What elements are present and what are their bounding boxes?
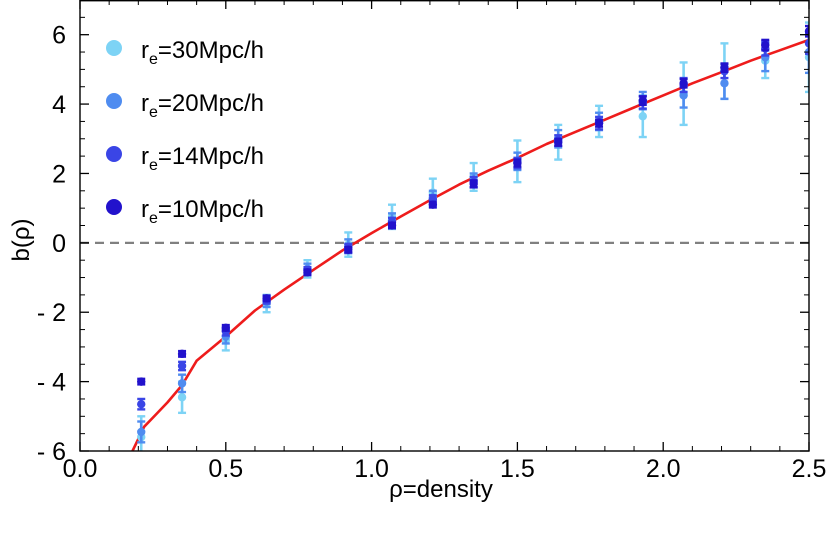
data-point [387,221,397,230]
legend-marker [106,146,122,162]
y-axis-label: b(ρ) [8,219,35,262]
x-tick-label: 0.5 [208,455,243,483]
y-tick-label: - 6 [37,438,66,466]
data-point [262,294,271,303]
data-point [344,245,353,254]
data-point [513,158,522,168]
data-point [761,40,770,50]
data-point [638,96,647,105]
data-point [303,268,312,277]
data-point [638,112,647,121]
data-point [804,39,809,48]
data-point [221,323,230,333]
y-tick-label: 4 [52,91,66,119]
data-point [679,79,688,88]
x-tick-label: 0.0 [63,455,98,483]
y-tick-label: 2 [52,160,66,188]
data-point [594,118,604,128]
data-point [554,138,563,147]
legend-marker [106,93,122,109]
y-tick-label: - 4 [37,369,66,397]
data-point [137,427,146,437]
data-point [804,27,809,36]
x-tick-label: 2.0 [646,455,681,483]
data-point [469,179,478,189]
data-point [177,393,187,402]
plot-frame [79,0,810,452]
data-point [177,349,187,359]
data-point [428,200,438,209]
data-point [177,379,187,388]
legend: re=30Mpc/h re=20Mpc/h re=14Mpc/h re=10Mpc/h [106,37,264,227]
x-tick-label: 1.0 [354,455,389,483]
x-axis-label: ρ=density [389,476,493,503]
data-point [137,377,146,386]
y-tick-label: 6 [52,22,66,50]
axis-ticks [79,0,810,452]
legend-marker [106,199,122,215]
data-point [177,361,187,371]
y-tick-label: - 2 [37,299,66,327]
axis-tick-labels: 0.0 0.5 1.0 1.5 2.0 2.5 6 4 2 0 - 2 - 4 - 6 [37,22,827,483]
x-tick-label: 1.5 [500,455,535,483]
legend-entry: re=14Mpc/h [141,143,264,174]
data-point [720,63,729,72]
legend-entry: re=20Mpc/h [141,90,264,121]
x-tick-label: 2.5 [792,455,827,483]
data-point [679,91,688,100]
legend-entry: re=30Mpc/h [141,37,264,68]
legend-marker [106,40,122,56]
series-4 [137,24,809,386]
data-point [720,79,729,88]
data-point [137,399,146,409]
data-points-layer [137,21,809,451]
legend-entry: re=10Mpc/h [141,196,264,227]
series-1 [137,21,809,451]
y-tick-label: 0 [52,230,66,258]
